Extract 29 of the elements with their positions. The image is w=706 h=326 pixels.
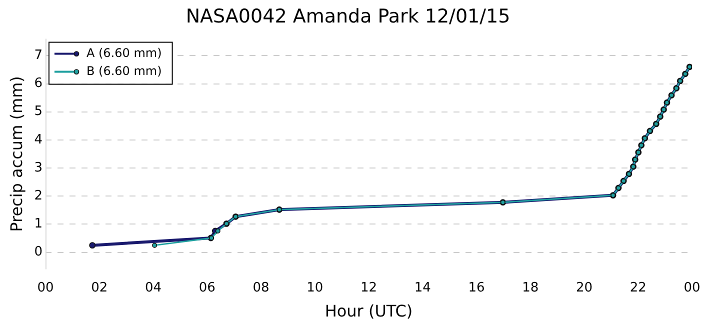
legend-label: A (6.60 mm)	[86, 46, 162, 60]
y-tick-label: 2	[34, 188, 42, 204]
y-tick-label: 7	[34, 48, 42, 64]
x-tick-label: 14	[414, 280, 431, 296]
x-tick-label: 02	[91, 280, 108, 296]
y-tick-label: 4	[34, 132, 42, 148]
y-tick-label: 3	[34, 160, 42, 176]
x-tick-label: 00	[37, 280, 54, 296]
x-tick-label: 00	[684, 280, 700, 296]
x-tick-label: 20	[576, 280, 593, 296]
x-tick-label: 06	[198, 280, 216, 296]
x-tick-label: 22	[630, 280, 646, 296]
y-axis-title: Precip accum (mm)	[6, 76, 26, 232]
point	[89, 242, 96, 249]
x-tick-label: 10	[306, 280, 324, 296]
y-tick-label: 1	[34, 216, 42, 232]
x-tick-label: 18	[522, 280, 539, 296]
point	[215, 228, 220, 234]
x-tick-label: 12	[360, 280, 378, 296]
y-tick-label: 6	[34, 76, 42, 92]
x-tick-label: 16	[468, 280, 485, 296]
x-tick-label: 04	[144, 280, 162, 296]
legend-label: B (6.60 mm)	[86, 64, 162, 78]
y-tick-label: 0	[34, 244, 42, 260]
y-tick-label: 5	[34, 104, 42, 120]
x-tick-label: 08	[252, 280, 270, 296]
chart-title: NASA0042 Amanda Park 12/01/15	[186, 5, 510, 28]
x-axis-title: Hour (UTC)	[324, 302, 413, 321]
point	[152, 242, 158, 248]
